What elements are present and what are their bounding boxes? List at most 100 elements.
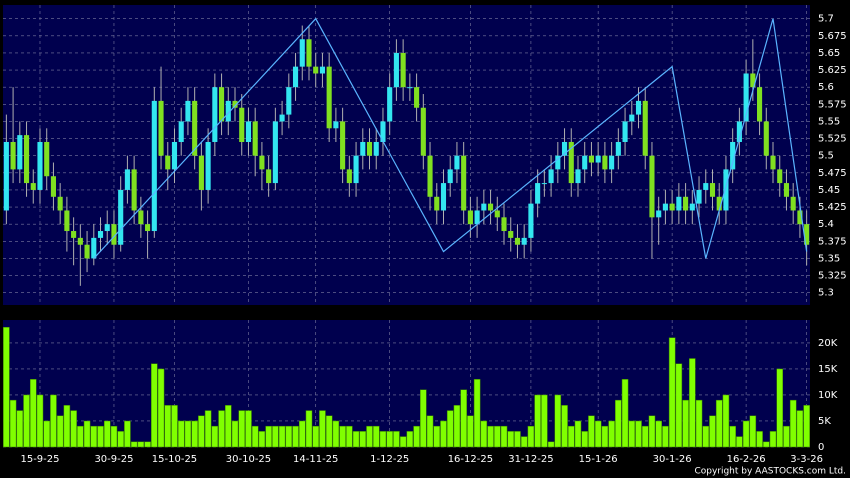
x-tick-label: 1-12-25	[370, 454, 409, 465]
volume-bar	[608, 420, 615, 448]
candle-body	[131, 169, 137, 211]
x-tick-label: 30-10-25	[226, 454, 271, 465]
candle-body	[561, 141, 568, 156]
volume-bar	[783, 425, 790, 448]
volume-bar	[258, 431, 266, 448]
volume-bar	[709, 415, 716, 448]
candle-body	[205, 141, 211, 190]
y-tick-label: 15K	[818, 364, 838, 375]
volume-bar	[70, 410, 77, 448]
volume-bar	[581, 431, 588, 448]
volume-bar	[641, 425, 649, 448]
volume-bar	[198, 415, 205, 448]
volume-bar	[682, 399, 689, 448]
volume-bar	[514, 431, 521, 448]
volume-bar	[184, 420, 192, 448]
volume-bar	[77, 425, 84, 448]
volume-bar	[9, 399, 17, 448]
x-tick-label: 14-11-25	[293, 454, 338, 465]
volume-bar	[635, 420, 642, 448]
volume-bar	[689, 358, 696, 448]
y-tick-label: 5.525	[818, 134, 847, 145]
y-tick-label: 0	[818, 442, 824, 453]
candle-body	[555, 155, 561, 170]
candle-body	[57, 196, 63, 211]
volume-bar	[668, 337, 676, 448]
candle-body	[595, 155, 601, 163]
y-tick-label: 5.45	[818, 185, 840, 196]
candle-body	[326, 66, 332, 129]
candle-body	[178, 121, 184, 142]
candle-body	[138, 210, 144, 225]
volume-bar	[500, 425, 508, 448]
candle-body	[380, 121, 386, 142]
candle-body	[292, 66, 299, 88]
volume-bar	[588, 415, 595, 448]
candle-body	[494, 210, 500, 218]
candle-body	[353, 155, 359, 184]
y-tick-label: 5.625	[818, 65, 847, 76]
volume-bar	[238, 410, 246, 448]
candle-body	[535, 183, 541, 204]
volume-bar	[346, 425, 353, 448]
candle-body	[219, 87, 225, 122]
y-tick-label: 10K	[818, 390, 838, 401]
y-tick-label: 5.325	[818, 271, 847, 282]
candle-body	[77, 237, 83, 245]
volume-bar	[406, 431, 414, 448]
volume-bar	[117, 431, 124, 448]
candle-body	[730, 141, 736, 170]
volume-bar	[467, 415, 474, 448]
candle-body	[400, 52, 406, 88]
candle-body	[84, 244, 90, 259]
volume-bar	[191, 420, 198, 448]
candle-body	[582, 155, 588, 170]
volume-bar	[36, 394, 44, 448]
candle-body	[783, 183, 790, 197]
price-panel	[3, 5, 810, 305]
candle-body	[44, 141, 50, 177]
candle-body	[192, 100, 198, 156]
candle-body	[225, 100, 231, 122]
volume-bar	[144, 441, 151, 448]
candle-body	[232, 100, 238, 108]
volume-bar	[332, 420, 340, 448]
volume-bar	[534, 394, 541, 448]
volume-bar	[715, 399, 723, 448]
volume-bar	[561, 405, 568, 448]
volume-bar	[413, 425, 420, 448]
volume-bar	[372, 425, 380, 448]
candle-body	[568, 141, 574, 184]
candle-body	[306, 39, 312, 67]
volume-bar	[554, 394, 562, 448]
volume-bar	[675, 363, 683, 448]
volume-bar	[749, 415, 757, 448]
candle-body	[454, 155, 460, 170]
volume-bar	[312, 425, 319, 448]
candle-body	[635, 100, 642, 115]
volume-bar	[124, 420, 131, 448]
x-tick-label: 30-1-26	[653, 454, 692, 465]
volume-bar	[265, 425, 272, 448]
volume-bar	[702, 425, 710, 448]
candle-body	[716, 196, 722, 211]
volume-bar	[729, 425, 736, 448]
x-tick-label: 16-2-26	[727, 454, 766, 465]
candle-body	[245, 121, 252, 142]
candle-body	[279, 114, 285, 122]
volume-bar	[379, 431, 387, 448]
volume-bar	[285, 425, 293, 448]
candle-body	[508, 231, 514, 238]
volume-bar	[460, 389, 467, 448]
volume-bar	[50, 394, 57, 448]
candle-body	[649, 155, 655, 218]
volume-bar	[426, 415, 434, 448]
candle-body	[777, 169, 783, 184]
candle-body	[642, 100, 648, 156]
volume-bar	[305, 410, 313, 448]
y-tick-label: 5K	[818, 416, 831, 427]
candle-body	[541, 183, 547, 185]
volume-bar	[440, 420, 447, 448]
volume-bar	[137, 441, 145, 448]
